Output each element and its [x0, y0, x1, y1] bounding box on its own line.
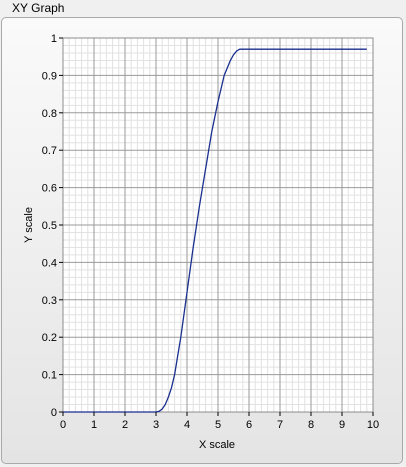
x-axis-label: X scale [199, 439, 235, 451]
y-tick-label: 0.1 [42, 370, 57, 382]
x-tick-label: 9 [339, 419, 345, 431]
y-tick-label: 0.2 [42, 332, 57, 344]
y-tick-label: 0 [51, 407, 57, 419]
x-tick-label: 10 [367, 419, 379, 431]
x-tick-label: 3 [153, 419, 159, 431]
y-tick-label: 0.6 [42, 183, 57, 195]
y-tick-label: 1 [51, 33, 57, 45]
x-scale: 0 1 2 3 4 5 6 7 8 9 10 [60, 412, 379, 431]
y-scale: 0 0.1 0.2 0.3 0.4 0.5 0.6 0.7 0.8 0.9 1 [42, 33, 63, 419]
x-tick-label: 1 [91, 419, 97, 431]
x-tick-label: 6 [246, 419, 252, 431]
x-tick-label: 2 [122, 419, 128, 431]
y-tick-label: 0.3 [42, 295, 57, 307]
y-axis-label: Y scale [23, 207, 35, 243]
y-tick-label: 0.9 [42, 70, 57, 82]
x-tick-label: 8 [308, 419, 314, 431]
plot-area[interactable] [62, 37, 374, 413]
x-tick-label: 7 [277, 419, 283, 431]
y-tick-label: 0.8 [42, 108, 57, 120]
graph-title: XY Graph [12, 1, 65, 15]
y-tick-label: 0.7 [42, 145, 57, 157]
x-tick-label: 4 [184, 419, 190, 431]
y-tick-label: 0.4 [42, 257, 57, 269]
y-tick-label: 0.5 [42, 220, 57, 232]
x-tick-label: 5 [215, 419, 221, 431]
x-tick-label: 0 [60, 419, 66, 431]
series-line [63, 48, 367, 413]
